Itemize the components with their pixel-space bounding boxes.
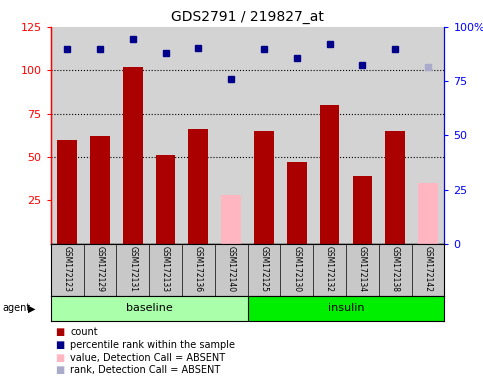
Bar: [90, 136, 110, 244]
Text: ▶: ▶: [28, 303, 36, 313]
Text: GSM172125: GSM172125: [259, 247, 269, 293]
Bar: [221, 195, 241, 244]
Bar: [188, 129, 208, 244]
Text: GSM172136: GSM172136: [194, 247, 203, 293]
Text: ■: ■: [56, 340, 65, 350]
Text: insulin: insulin: [327, 303, 364, 313]
Text: GSM172140: GSM172140: [227, 247, 236, 293]
Text: ■: ■: [56, 327, 65, 337]
Text: GSM172130: GSM172130: [292, 247, 301, 293]
Text: GSM172131: GSM172131: [128, 247, 137, 293]
Text: GSM172134: GSM172134: [358, 247, 367, 293]
Text: baseline: baseline: [126, 303, 172, 313]
Text: GSM172132: GSM172132: [325, 247, 334, 293]
Title: GDS2791 / 219827_at: GDS2791 / 219827_at: [171, 10, 324, 25]
Bar: [156, 155, 175, 244]
Text: value, Detection Call = ABSENT: value, Detection Call = ABSENT: [70, 353, 225, 362]
Bar: [123, 67, 142, 244]
Text: count: count: [70, 327, 98, 337]
Text: GSM172123: GSM172123: [63, 247, 71, 293]
Text: agent: agent: [2, 303, 30, 313]
Bar: [247, 296, 444, 321]
Bar: [57, 140, 77, 244]
Bar: [320, 105, 340, 244]
Text: GSM172133: GSM172133: [161, 247, 170, 293]
Bar: [254, 131, 274, 244]
Text: GSM172142: GSM172142: [424, 247, 432, 293]
Text: ■: ■: [56, 353, 65, 362]
Text: GSM172129: GSM172129: [96, 247, 104, 293]
Text: rank, Detection Call = ABSENT: rank, Detection Call = ABSENT: [70, 365, 220, 375]
Bar: [287, 162, 307, 244]
Bar: [418, 183, 438, 244]
Bar: [51, 296, 247, 321]
Text: percentile rank within the sample: percentile rank within the sample: [70, 340, 235, 350]
Text: ■: ■: [56, 365, 65, 375]
Bar: [385, 131, 405, 244]
Text: GSM172138: GSM172138: [391, 247, 399, 293]
Bar: [353, 176, 372, 244]
